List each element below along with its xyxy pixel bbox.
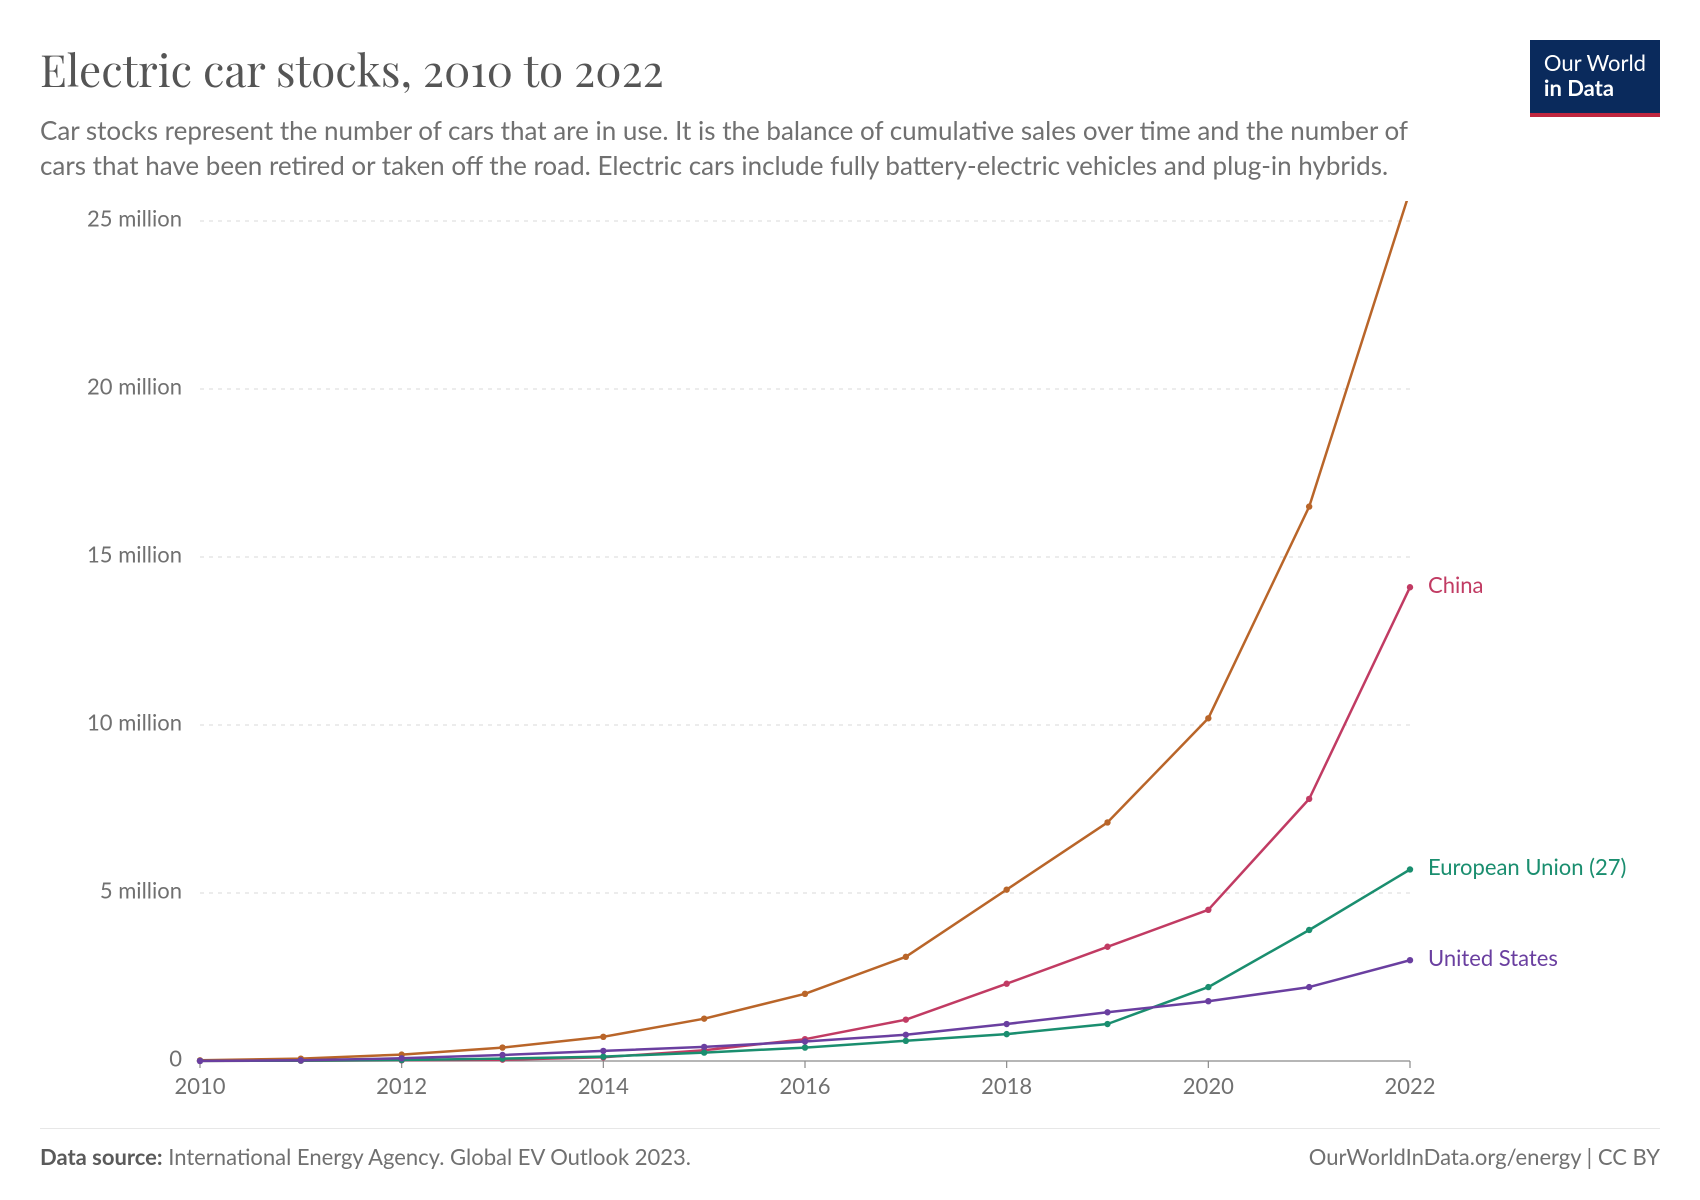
series-marker xyxy=(1003,1031,1009,1037)
logo-line1: Our World xyxy=(1544,49,1646,76)
owid-logo: Our World in Data xyxy=(1530,40,1660,117)
x-tick-label: 2018 xyxy=(981,1072,1032,1099)
series-marker xyxy=(1104,1009,1110,1015)
series-marker xyxy=(1205,984,1211,990)
x-tick-label: 2014 xyxy=(578,1072,629,1099)
data-source-label: Data source: xyxy=(40,1143,163,1170)
line-chart: 0 5 million 10 million 15 million 20 million… xyxy=(40,201,1660,1121)
series-marker xyxy=(1407,866,1413,872)
series-marker xyxy=(1003,981,1009,987)
logo-line2: in Data xyxy=(1544,75,1646,100)
credit-text: OurWorldInData.org/energy | CC BY xyxy=(1309,1143,1660,1170)
series-marker xyxy=(1003,1021,1009,1027)
chart-area: 0 5 million 10 million 15 million 20 million… xyxy=(40,201,1660,1121)
series-marker xyxy=(1104,944,1110,950)
footer: Data source: International Energy Agency… xyxy=(40,1128,1660,1170)
series-marker xyxy=(1003,887,1009,893)
header: Electric car stocks, 2010 to 2022 Car st… xyxy=(40,40,1660,183)
series-marker xyxy=(802,991,808,997)
series-marker xyxy=(802,1045,808,1051)
series-line-china xyxy=(200,587,1410,1061)
series-marker xyxy=(701,1050,707,1056)
series-marker xyxy=(1306,927,1312,933)
chart-subtitle: Car stocks represent the number of cars … xyxy=(40,113,1460,183)
series-line-world xyxy=(200,201,1410,1060)
series-label-european-union-27-: European Union (27) xyxy=(1428,853,1626,880)
series-marker xyxy=(903,1032,909,1038)
data-source-text: International Energy Agency. Global EV O… xyxy=(163,1143,691,1170)
x-tick-label: 2016 xyxy=(779,1072,830,1099)
series-label-united-states: United States xyxy=(1428,944,1558,971)
series-marker xyxy=(903,1038,909,1044)
series-marker xyxy=(499,1052,505,1058)
y-tick-label: 20 million xyxy=(87,373,182,400)
data-source: Data source: International Energy Agency… xyxy=(40,1143,691,1170)
series-marker xyxy=(701,1044,707,1050)
series-marker xyxy=(600,1034,606,1040)
page: Electric car stocks, 2010 to 2022 Car st… xyxy=(0,0,1700,1200)
series-marker xyxy=(1306,504,1312,510)
series-marker xyxy=(600,1048,606,1054)
series-marker xyxy=(1407,584,1413,590)
series-marker xyxy=(1104,1021,1110,1027)
series-marker xyxy=(499,1045,505,1051)
series-marker xyxy=(1205,907,1211,913)
series-marker xyxy=(1306,984,1312,990)
series-label-china: China xyxy=(1428,571,1483,598)
x-tick-label: 2020 xyxy=(1183,1072,1234,1099)
x-tick-label: 2022 xyxy=(1384,1072,1435,1099)
series-marker xyxy=(298,1057,304,1063)
series-marker xyxy=(802,1038,808,1044)
series-marker xyxy=(903,954,909,960)
y-tick-label: 0 xyxy=(169,1045,182,1072)
y-tick-label: 10 million xyxy=(87,709,182,736)
series-marker xyxy=(1104,819,1110,825)
series-marker xyxy=(1205,715,1211,721)
series-marker xyxy=(600,1054,606,1060)
series-line-european-union-27- xyxy=(200,870,1410,1061)
series-marker xyxy=(398,1055,404,1061)
y-tick-label: 15 million xyxy=(87,541,182,568)
series-marker xyxy=(1407,957,1413,963)
series-marker xyxy=(1306,796,1312,802)
series-marker xyxy=(701,1016,707,1022)
chart-title: Electric car stocks, 2010 to 2022 xyxy=(40,40,1660,99)
y-tick-label: 5 million xyxy=(100,877,182,904)
series-marker xyxy=(1205,998,1211,1004)
series-marker xyxy=(197,1058,203,1064)
x-tick-label: 2012 xyxy=(376,1072,427,1099)
y-tick-label: 25 million xyxy=(87,205,182,232)
x-tick-label: 2010 xyxy=(174,1072,225,1099)
series-marker xyxy=(903,1017,909,1023)
